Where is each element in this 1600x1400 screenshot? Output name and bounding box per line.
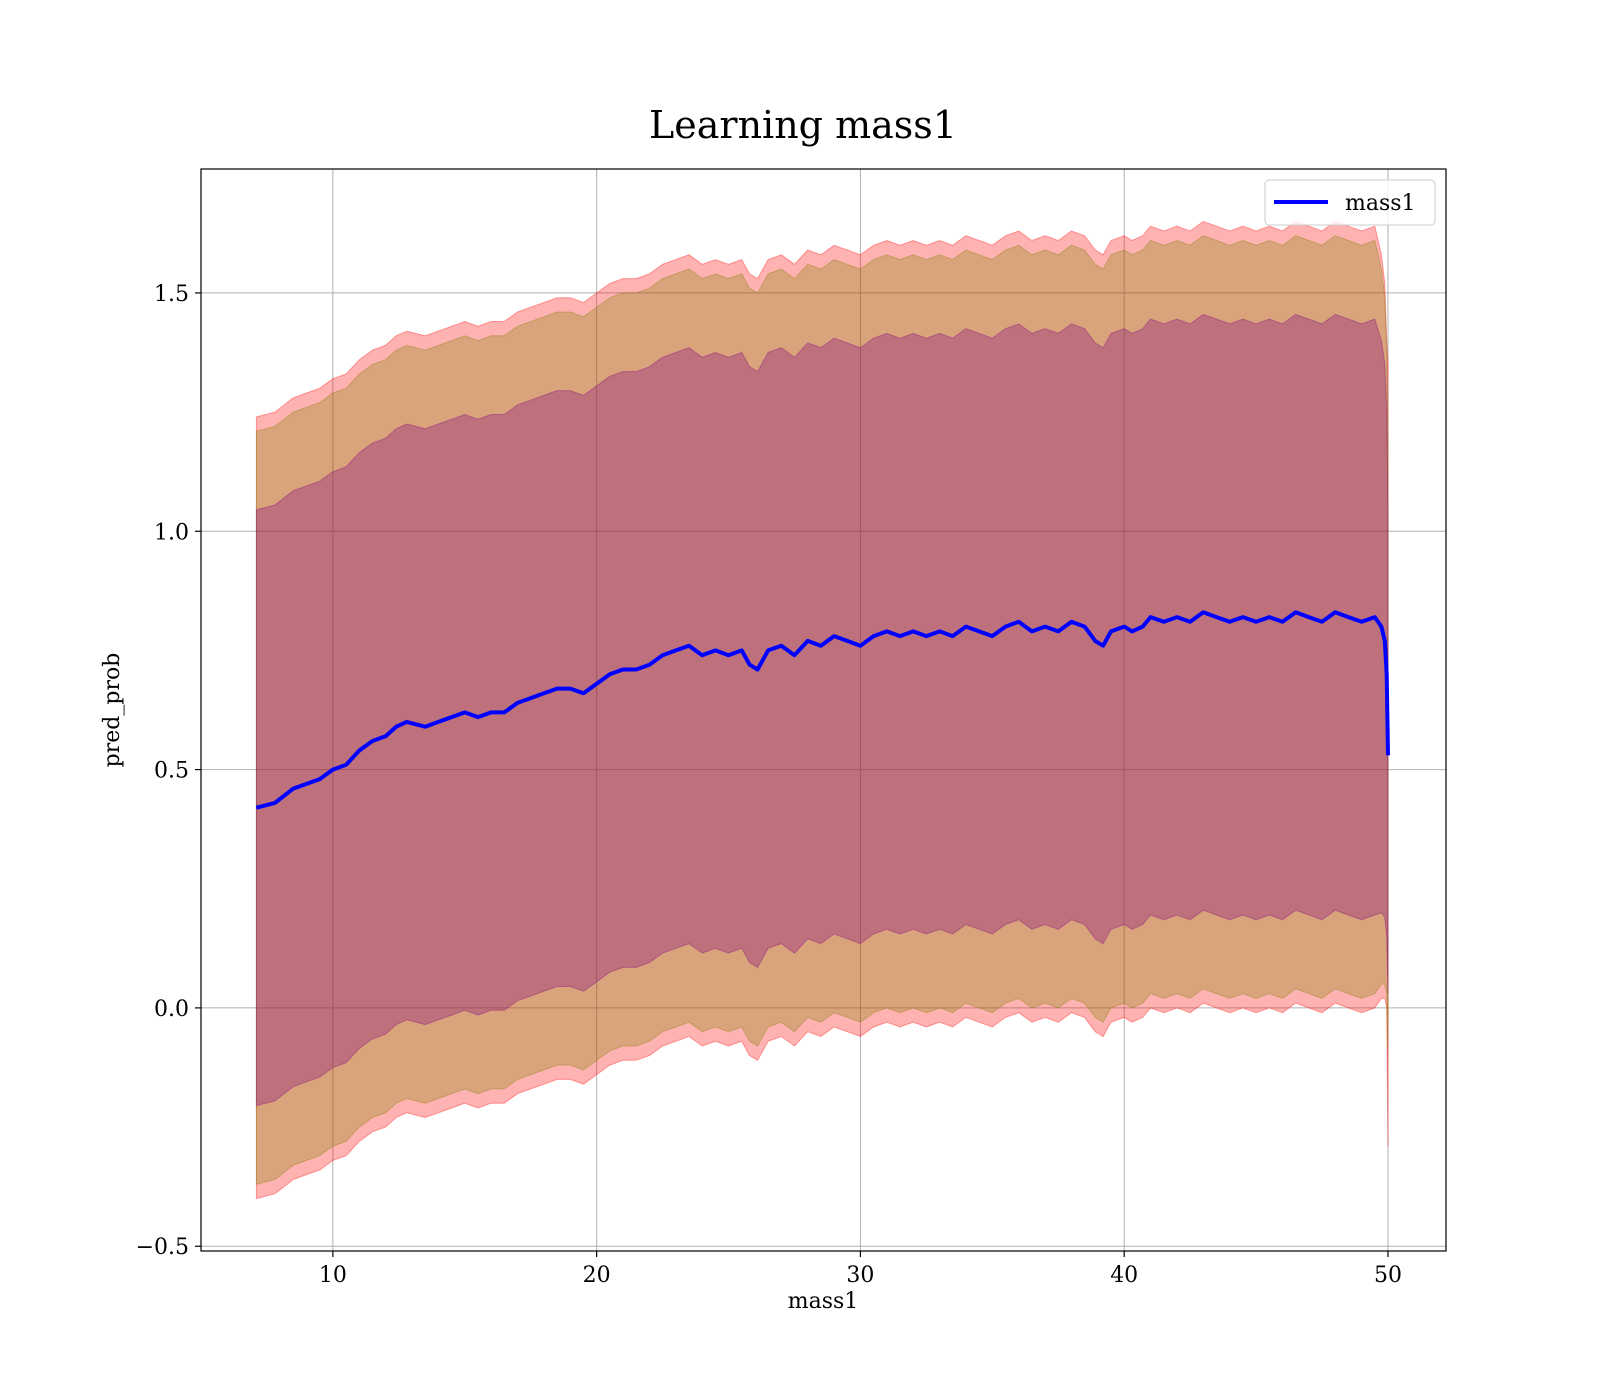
y-tick-label: 1.0 (154, 520, 189, 545)
band-1-sigma (255, 313, 1389, 1107)
series-line-mass1 (255, 610, 1390, 810)
series-lines (255, 610, 1390, 810)
legend-box (1264, 179, 1436, 226)
y-axis-label: pred_prob (100, 653, 125, 768)
x-tick-label: 40 (1110, 1263, 1138, 1288)
x-tick-label: 50 (1374, 1263, 1402, 1288)
y-tick-label: 0.5 (154, 759, 189, 784)
x-tick-label: 10 (319, 1263, 347, 1288)
band-3-sigma (255, 220, 1389, 1200)
grid (201, 169, 1446, 1251)
chart-title: Learning mass1 (649, 103, 957, 147)
x-tick-label: 20 (583, 1263, 611, 1288)
y-tick-label: −0.5 (136, 1235, 189, 1260)
x-axis-ticks: 10 20 30 40 50 (319, 1251, 1402, 1288)
legend-label: mass1 (1345, 191, 1416, 216)
x-axis-label: mass1 (788, 1289, 859, 1314)
plot-frame (200, 168, 1447, 1252)
y-tick-label: 1.5 (154, 282, 189, 307)
confidence-bands (255, 220, 1389, 1200)
legend: mass1 (1264, 179, 1436, 226)
x-tick-label: 30 (846, 1263, 874, 1288)
y-axis-ticks: −0.5 0.0 0.5 1.0 1.5 (136, 282, 201, 1260)
y-tick-label: 0.0 (154, 997, 189, 1022)
band-2-sigma (255, 235, 1389, 1185)
